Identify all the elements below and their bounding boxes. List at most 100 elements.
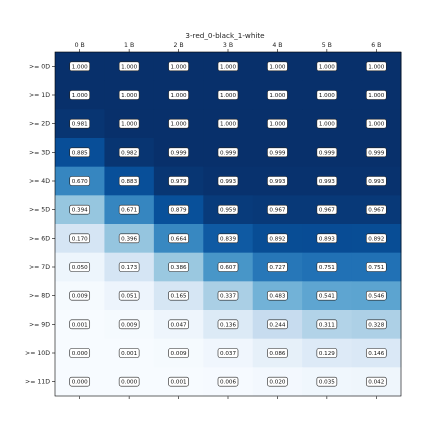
cell-value-label: 1.000 [171,64,187,70]
x-tick-label: 3 B [223,42,233,49]
cell-label-box [316,319,338,330]
y-tick-label: >= 1D [29,92,50,99]
cell-label-box [69,348,91,358]
cell-value-label: 0.999 [319,150,335,156]
cell-value-label: 0.607 [220,265,236,271]
cell-label-box [217,233,239,244]
cell-value-label: 0.035 [319,380,335,386]
cell-label-box [267,204,288,215]
cell-value-label: 1.000 [171,122,187,128]
cell-value-label: 1.000 [319,64,335,70]
cell-label-box [69,290,91,301]
cell-label-box [217,348,239,358]
cell-label-box [267,233,288,244]
cell-label-box [316,118,338,129]
cell-label-box [267,376,288,387]
cell-value-label: 0.981 [72,122,88,128]
cell-label-box [168,90,189,100]
cell-value-label: 0.009 [171,351,187,357]
cell-value-label: 1.000 [368,122,384,128]
x-axis: 0 B 1 B 2 B 3 B 4 B 5 B 6 B [75,42,381,399]
cell-label-box [217,61,239,72]
cell-value-label: 0.751 [319,265,335,271]
cell-label-box [316,61,338,72]
cell-label-box [267,90,288,100]
cell-label-box [118,90,140,100]
cell-value-label: 0.020 [269,380,285,386]
cell-label-box [365,262,387,272]
y-tick-label: >= 8D [29,293,50,300]
cell-label-box [118,262,140,272]
cell-value-label: 1.000 [220,93,236,99]
cell-label-box [365,204,387,215]
cell-value-label: 0.959 [220,208,236,214]
cell-label-box [118,233,140,244]
y-tick-label: >= 9D [29,321,50,328]
cell-label-box [217,319,239,330]
cell-label-box [365,348,387,358]
cell-value-label: 1.000 [368,64,384,70]
cell-value-label: 0.086 [269,351,285,357]
cell-value-label: 0.541 [319,294,335,300]
cell-label-box [267,176,288,186]
cell-value-label: 0.839 [220,236,236,242]
x-tick-label: 2 B [173,42,183,49]
y-tick-label: >= 5D [29,207,50,214]
cell-label-box [118,319,140,330]
cell-value-label: 0.129 [319,351,335,357]
cell-label-box [168,262,189,272]
cell-value-label: 0.000 [72,351,88,357]
cell-label-box [118,118,140,129]
cell-label-box [118,290,140,301]
y-tick-label: >= 2D [29,121,50,128]
cell-value-label: 0.170 [72,236,88,242]
cell-label-box [69,118,91,129]
cell-label-box [217,118,239,129]
y-tick-label: >= 6D [29,235,50,242]
cell-label-box [316,204,338,215]
cell-value-label: 0.000 [72,380,88,386]
cell-value-label: 1.000 [72,64,88,70]
cell-label-box [267,319,288,330]
cell-value-label: 0.892 [269,236,285,242]
cell-value-label: 0.328 [368,322,384,328]
cell-label-box [168,233,189,244]
cell-label-box [365,319,387,330]
cell-label-box [69,176,91,186]
cell-value-label: 0.885 [72,150,88,156]
cell-value-label: 0.670 [72,179,88,185]
cell-label-box [168,118,189,129]
heatmap-cells [55,52,402,397]
cell-value-label: 0.993 [220,179,236,185]
cell-value-label: 0.001 [121,351,137,357]
cell-label-box [267,118,288,129]
cell-value-label: 0.546 [368,294,384,300]
cell-label-box [118,376,140,387]
cell-value-label: 0.993 [368,179,384,185]
cell-value-label: 1.000 [72,93,88,99]
cell-value-label: 0.001 [72,322,88,328]
cell-value-label: 0.311 [319,322,335,328]
cell-value-label: 0.982 [121,150,137,156]
cell-label-box [217,262,239,272]
cell-label-box [168,176,189,186]
cell-value-label: 0.999 [368,150,384,156]
cell-value-label: 0.146 [368,351,384,357]
cell-label-box [217,290,239,301]
x-tick-label: 4 B [272,42,282,49]
cell-label-box [217,376,239,387]
cell-label-box [267,61,288,72]
cell-label-box [118,176,140,186]
plot-frame [54,51,402,397]
cell-label-box [69,262,91,272]
cell-value-label: 1.000 [121,64,137,70]
cell-value-label: 0.967 [269,208,285,214]
cell-value-label: 0.999 [171,150,187,156]
cell-label-box [365,376,387,387]
cell-labels: 1.000 1.000 1.000 1.000 1.000 1.000 1.000 1.000… [69,61,387,387]
cell-label-box [365,90,387,100]
cell-label-box [267,290,288,301]
cell-label-box [316,290,338,301]
cell-label-box [365,290,387,301]
cell-label-box [316,233,338,244]
